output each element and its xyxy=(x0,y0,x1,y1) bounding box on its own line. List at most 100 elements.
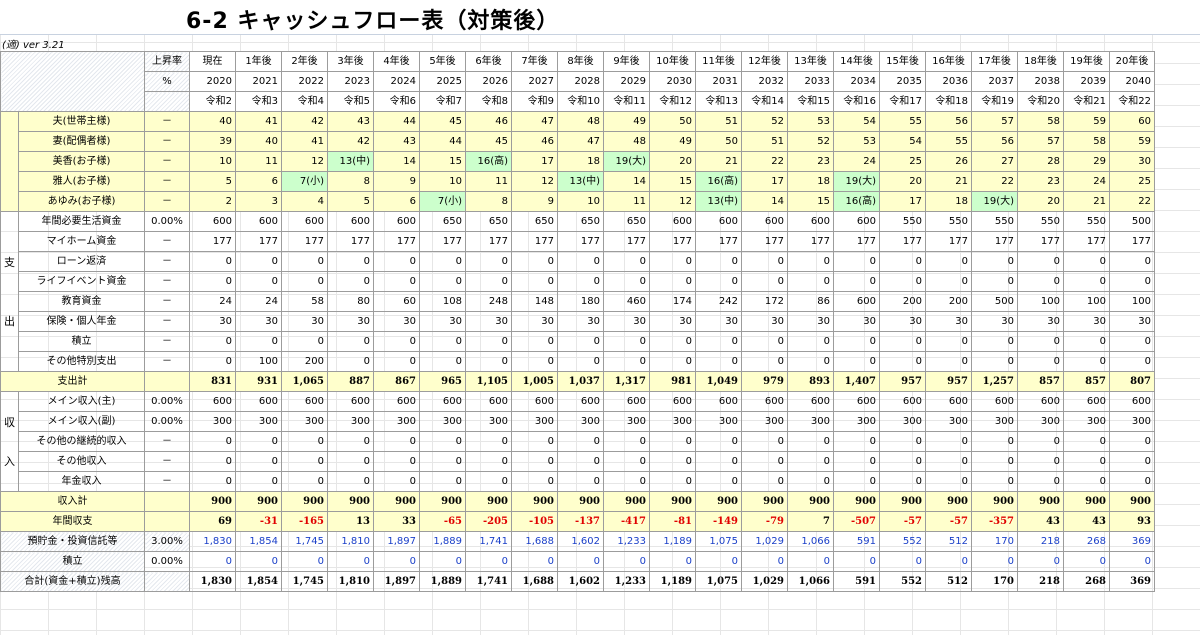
year-label-cell[interactable]: 5年後 xyxy=(419,51,466,72)
year-cell[interactable]: 2039 xyxy=(1063,71,1110,92)
value-cell[interactable]: 600 xyxy=(373,391,420,412)
value-cell[interactable]: 1,189 xyxy=(649,531,696,552)
value-cell[interactable]: 26 xyxy=(925,151,972,172)
value-cell[interactable]: 0 xyxy=(787,471,834,492)
era-cell[interactable]: 令和5 xyxy=(327,91,374,112)
value-cell[interactable]: 21 xyxy=(695,151,742,172)
year-cell[interactable]: 2040 xyxy=(1109,71,1155,92)
year-cell[interactable]: 2024 xyxy=(373,71,420,92)
value-cell[interactable]: 0 xyxy=(465,351,512,372)
value-cell[interactable]: 600 xyxy=(833,391,880,412)
value-cell[interactable]: 0 xyxy=(511,551,558,572)
era-cell[interactable]: 令和2 xyxy=(189,91,236,112)
value-cell[interactable]: 42 xyxy=(327,131,374,152)
value-cell[interactable]: 1,745 xyxy=(281,571,328,592)
value-cell[interactable]: 300 xyxy=(281,411,328,432)
value-cell[interactable]: 0 xyxy=(879,431,926,452)
value-cell[interactable]: 30 xyxy=(465,311,512,332)
value-cell[interactable]: 831 xyxy=(189,371,236,392)
value-cell[interactable]: 0 xyxy=(1017,551,1064,572)
value-cell[interactable]: 0 xyxy=(603,551,650,572)
value-cell[interactable]: 200 xyxy=(879,291,926,312)
value-cell[interactable]: 15 xyxy=(649,171,696,192)
value-cell[interactable]: 1,065 xyxy=(281,371,328,392)
value-cell[interactable]: 30 xyxy=(1063,311,1110,332)
value-cell[interactable]: -79 xyxy=(741,511,788,532)
value-cell[interactable]: 11 xyxy=(235,151,282,172)
value-cell[interactable]: 650 xyxy=(603,211,650,232)
value-cell[interactable]: 1,810 xyxy=(327,571,374,592)
year-label-cell[interactable]: 7年後 xyxy=(511,51,558,72)
era-cell[interactable]: 令和4 xyxy=(281,91,328,112)
value-cell[interactable]: 23 xyxy=(1017,171,1064,192)
value-cell[interactable]: 0 xyxy=(741,331,788,352)
value-cell[interactable]: 46 xyxy=(465,111,512,132)
value-cell[interactable]: 900 xyxy=(971,491,1018,512)
value-cell[interactable]: 30 xyxy=(235,311,282,332)
value-cell[interactable]: 0 xyxy=(925,251,972,272)
value-cell[interactable]: 0 xyxy=(465,271,512,292)
value-cell[interactable]: 0 xyxy=(511,351,558,372)
value-cell[interactable]: 0 xyxy=(741,251,788,272)
value-cell[interactable]: 300 xyxy=(235,411,282,432)
value-cell[interactable]: 0 xyxy=(235,251,282,272)
value-cell[interactable]: 8 xyxy=(327,171,374,192)
rate-cell[interactable]: － xyxy=(144,111,190,132)
value-cell[interactable]: 33 xyxy=(373,511,420,532)
value-cell[interactable]: 600 xyxy=(511,391,558,412)
value-cell[interactable]: 0 xyxy=(1109,351,1155,372)
value-cell[interactable]: 857 xyxy=(1063,371,1110,392)
value-cell[interactable]: 300 xyxy=(419,411,466,432)
value-cell[interactable]: 14 xyxy=(741,191,788,212)
year-label-cell[interactable]: 10年後 xyxy=(649,51,696,72)
value-cell[interactable]: 600 xyxy=(235,211,282,232)
value-cell[interactable]: 0 xyxy=(1109,451,1155,472)
value-cell[interactable]: 27 xyxy=(971,151,1018,172)
value-cell[interactable]: 0 xyxy=(511,431,558,452)
value-cell[interactable]: -507 xyxy=(833,511,880,532)
value-cell[interactable]: 0 xyxy=(419,331,466,352)
value-cell[interactable]: 900 xyxy=(465,491,512,512)
value-cell[interactable]: 13(中) xyxy=(695,191,742,212)
value-cell[interactable]: 0 xyxy=(1017,471,1064,492)
value-cell[interactable]: 600 xyxy=(1063,391,1110,412)
value-cell[interactable]: 218 xyxy=(1017,571,1064,592)
value-cell[interactable]: 19(大) xyxy=(833,171,880,192)
value-cell[interactable]: 957 xyxy=(879,371,926,392)
value-cell[interactable]: -165 xyxy=(281,511,328,532)
value-cell[interactable]: 550 xyxy=(1063,211,1110,232)
value-cell[interactable]: 0 xyxy=(189,451,236,472)
value-cell[interactable]: 0 xyxy=(925,551,972,572)
rate-cell[interactable]: － xyxy=(144,131,190,152)
rate-cell[interactable]: － xyxy=(144,231,190,252)
value-cell[interactable]: 0 xyxy=(419,351,466,372)
value-cell[interactable]: 43 xyxy=(1063,511,1110,532)
year-cell[interactable]: 2022 xyxy=(281,71,328,92)
value-cell[interactable]: 0 xyxy=(327,251,374,272)
value-cell[interactable]: -205 xyxy=(465,511,512,532)
value-cell[interactable]: 177 xyxy=(879,231,926,252)
value-cell[interactable]: 369 xyxy=(1109,571,1155,592)
value-cell[interactable]: 28 xyxy=(1017,151,1064,172)
value-cell[interactable]: 100 xyxy=(1063,291,1110,312)
value-cell[interactable]: 0 xyxy=(1063,431,1110,452)
value-cell[interactable]: 931 xyxy=(235,371,282,392)
value-cell[interactable]: 59 xyxy=(1063,111,1110,132)
value-cell[interactable]: 1,233 xyxy=(603,531,650,552)
value-cell[interactable]: 300 xyxy=(557,411,604,432)
value-cell[interactable]: 0 xyxy=(281,271,328,292)
value-cell[interactable]: 30 xyxy=(925,311,972,332)
value-cell[interactable]: 45 xyxy=(419,111,466,132)
value-cell[interactable]: 44 xyxy=(419,131,466,152)
value-cell[interactable]: 21 xyxy=(925,171,972,192)
value-cell[interactable]: 0 xyxy=(833,251,880,272)
year-label-cell[interactable]: 19年後 xyxy=(1063,51,1110,72)
value-cell[interactable]: 177 xyxy=(465,231,512,252)
value-cell[interactable]: 900 xyxy=(557,491,604,512)
value-cell[interactable]: 900 xyxy=(649,491,696,512)
value-cell[interactable]: 0 xyxy=(603,271,650,292)
value-cell[interactable]: 45 xyxy=(465,131,512,152)
value-cell[interactable]: 0 xyxy=(971,271,1018,292)
value-cell[interactable]: 20 xyxy=(1017,191,1064,212)
value-cell[interactable]: 57 xyxy=(971,111,1018,132)
